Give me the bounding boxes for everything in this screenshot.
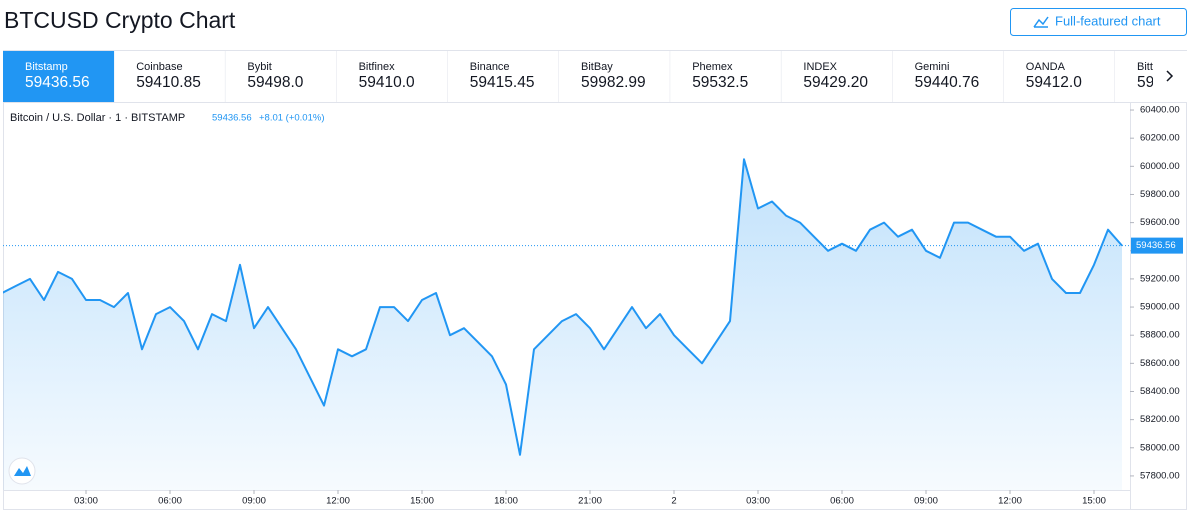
- widget-frame: [3, 50, 1187, 510]
- y-tick-label: 59600.00: [1140, 217, 1180, 228]
- tab-price: 59436.56: [25, 74, 90, 91]
- logo-icon: [14, 466, 31, 476]
- price-change: +8.01 (+0.01%): [259, 113, 325, 124]
- tab-name: Bitstamp: [25, 61, 68, 73]
- x-tick-label: 15:00: [1082, 496, 1106, 507]
- tab[interactable]: [781, 51, 893, 102]
- last-price-tag-label: 59436.56: [1136, 240, 1176, 251]
- tab[interactable]: [336, 51, 448, 102]
- area-fill: [3, 159, 1122, 490]
- price-line: [3, 158, 1123, 456]
- y-tick-label: 59000.00: [1140, 302, 1180, 313]
- tab[interactable]: [3, 51, 115, 102]
- tab-price: 59429.20: [803, 74, 868, 91]
- scroll-button[interactable]: [1153, 51, 1187, 102]
- tab-name: Bittrex: [1137, 61, 1169, 73]
- y-tick-label: 58000.00: [1140, 442, 1180, 453]
- tab-price: 59415.45: [470, 74, 535, 91]
- y-tick-label: 58800.00: [1140, 330, 1180, 341]
- exchange-tabs: Bitstamp59436.56Coinbase59410.85Bybit594…: [3, 51, 1188, 102]
- x-tick-label: 18:00: [494, 496, 518, 507]
- x-tick-label: 2: [671, 496, 676, 507]
- tab[interactable]: [892, 51, 1004, 102]
- last-price-tag: [1131, 237, 1183, 254]
- tab-price: 59424.57: [1137, 74, 1188, 91]
- y-tick-label: 59800.00: [1140, 189, 1180, 200]
- tab[interactable]: [559, 51, 671, 102]
- y-tick-label: 58200.00: [1140, 414, 1180, 425]
- tab-name: Gemini: [915, 61, 950, 73]
- x-tick-label: 03:00: [74, 496, 98, 507]
- tab-name: Binance: [470, 61, 510, 73]
- y-tick-label: 60200.00: [1140, 133, 1180, 144]
- tab-name: Bybit: [247, 61, 271, 73]
- x-tick-label: 03:00: [746, 496, 770, 507]
- symbol-title: Bitcoin / U.S. Dollar · 1 · BITSTAMP: [10, 112, 185, 124]
- button-label: Full-featured chart: [1055, 13, 1161, 28]
- tab-name: INDEX: [803, 61, 837, 73]
- tab-name: Coinbase: [136, 61, 182, 73]
- x-tick-label: 09:00: [242, 496, 266, 507]
- x-tick-label: 06:00: [830, 496, 854, 507]
- tab[interactable]: [1115, 51, 1188, 102]
- chart-icon: [1033, 16, 1049, 28]
- plot: [3, 158, 1123, 490]
- tab-price: 59440.76: [915, 74, 980, 91]
- x-tick-label: 09:00: [914, 496, 938, 507]
- tab[interactable]: [447, 51, 559, 102]
- tab-name: Phemex: [692, 61, 733, 73]
- x-tick-label: 06:00: [158, 496, 182, 507]
- x-tick-label: 21:00: [578, 496, 602, 507]
- page-title: BTCUSD Crypto Chart: [4, 7, 236, 33]
- x-tick-label: 12:00: [998, 496, 1022, 507]
- tab-name: BitBay: [581, 61, 613, 73]
- last-price: 59436.56: [212, 113, 252, 124]
- tab-price: 59532.5: [692, 74, 748, 91]
- tab-price: 59498.0: [247, 74, 303, 91]
- y-tick-label: 60000.00: [1140, 161, 1180, 172]
- full-chart-button[interactable]: [1010, 8, 1187, 36]
- tab[interactable]: [225, 51, 337, 102]
- tab[interactable]: [670, 51, 782, 102]
- tab-price: 59982.99: [581, 74, 646, 91]
- tab-price: 59410.0: [359, 74, 415, 91]
- x-tick-label: 15:00: [410, 496, 434, 507]
- arrow-icon: [1166, 70, 1174, 82]
- tab-name: OANDA: [1026, 61, 1066, 73]
- x-tick-label: 12:00: [326, 496, 350, 507]
- y-tick-label: 60400.00: [1140, 105, 1180, 116]
- tab[interactable]: [114, 51, 226, 102]
- logo-button[interactable]: [8, 457, 36, 485]
- tab-name: Bitfinex: [359, 61, 396, 73]
- y-tick-label: 59200.00: [1140, 273, 1180, 284]
- y-tick-label: 57800.00: [1140, 470, 1180, 481]
- tab-price: 59410.85: [136, 74, 201, 91]
- tab-price: 59412.0: [1026, 74, 1082, 91]
- tab[interactable]: [1003, 51, 1115, 102]
- y-tick-label: 58600.00: [1140, 358, 1180, 369]
- y-tick-label: 58400.00: [1140, 386, 1180, 397]
